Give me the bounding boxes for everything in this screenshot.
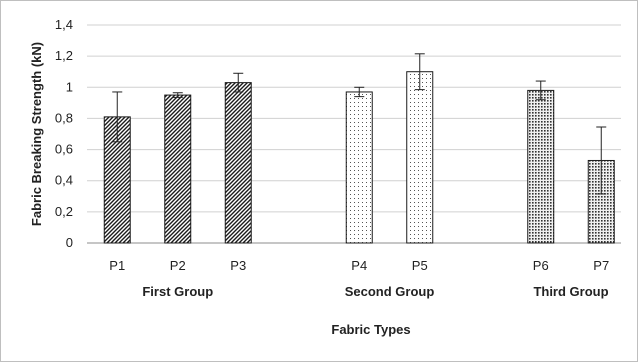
group-label: Third Group: [533, 284, 608, 299]
bar-p5: [406, 71, 434, 244]
y-tick-label: 0,2: [55, 204, 73, 219]
y-tick-label: 1: [66, 79, 73, 94]
x-tick-label: P4: [351, 258, 367, 273]
y-tick-label: 1,4: [55, 17, 73, 32]
group-label: First Group: [142, 284, 213, 299]
x-axis-title: Fabric Types: [331, 322, 410, 337]
y-axis-title: Fabric Breaking Strength (kN): [29, 42, 44, 226]
bar-p4: [345, 91, 373, 244]
bar-p3: [224, 82, 252, 244]
y-tick-label: 0: [66, 235, 73, 250]
bar-p6: [527, 89, 555, 244]
y-tick-label: 0,8: [55, 110, 73, 125]
y-tick-label: 1,2: [55, 48, 73, 63]
error-bars: [112, 53, 607, 195]
y-tick-label: 0,6: [55, 142, 73, 157]
bars: [103, 71, 615, 244]
x-tick-label: P2: [170, 258, 186, 273]
y-tick-label: 0,4: [55, 173, 73, 188]
x-tick-label: P5: [412, 258, 428, 273]
x-tick-label: P7: [593, 258, 609, 273]
x-tick-label: P3: [230, 258, 246, 273]
bar-p2: [164, 94, 192, 244]
x-tick-label: P6: [533, 258, 549, 273]
tick-labels: 0 0,2 0,4 0,6 0,8 1 1,2 1,4 P1 P2 P3 First Group P4 P…: [55, 17, 609, 299]
group-label: Second Group: [345, 284, 435, 299]
x-tick-label: P1: [109, 258, 125, 273]
